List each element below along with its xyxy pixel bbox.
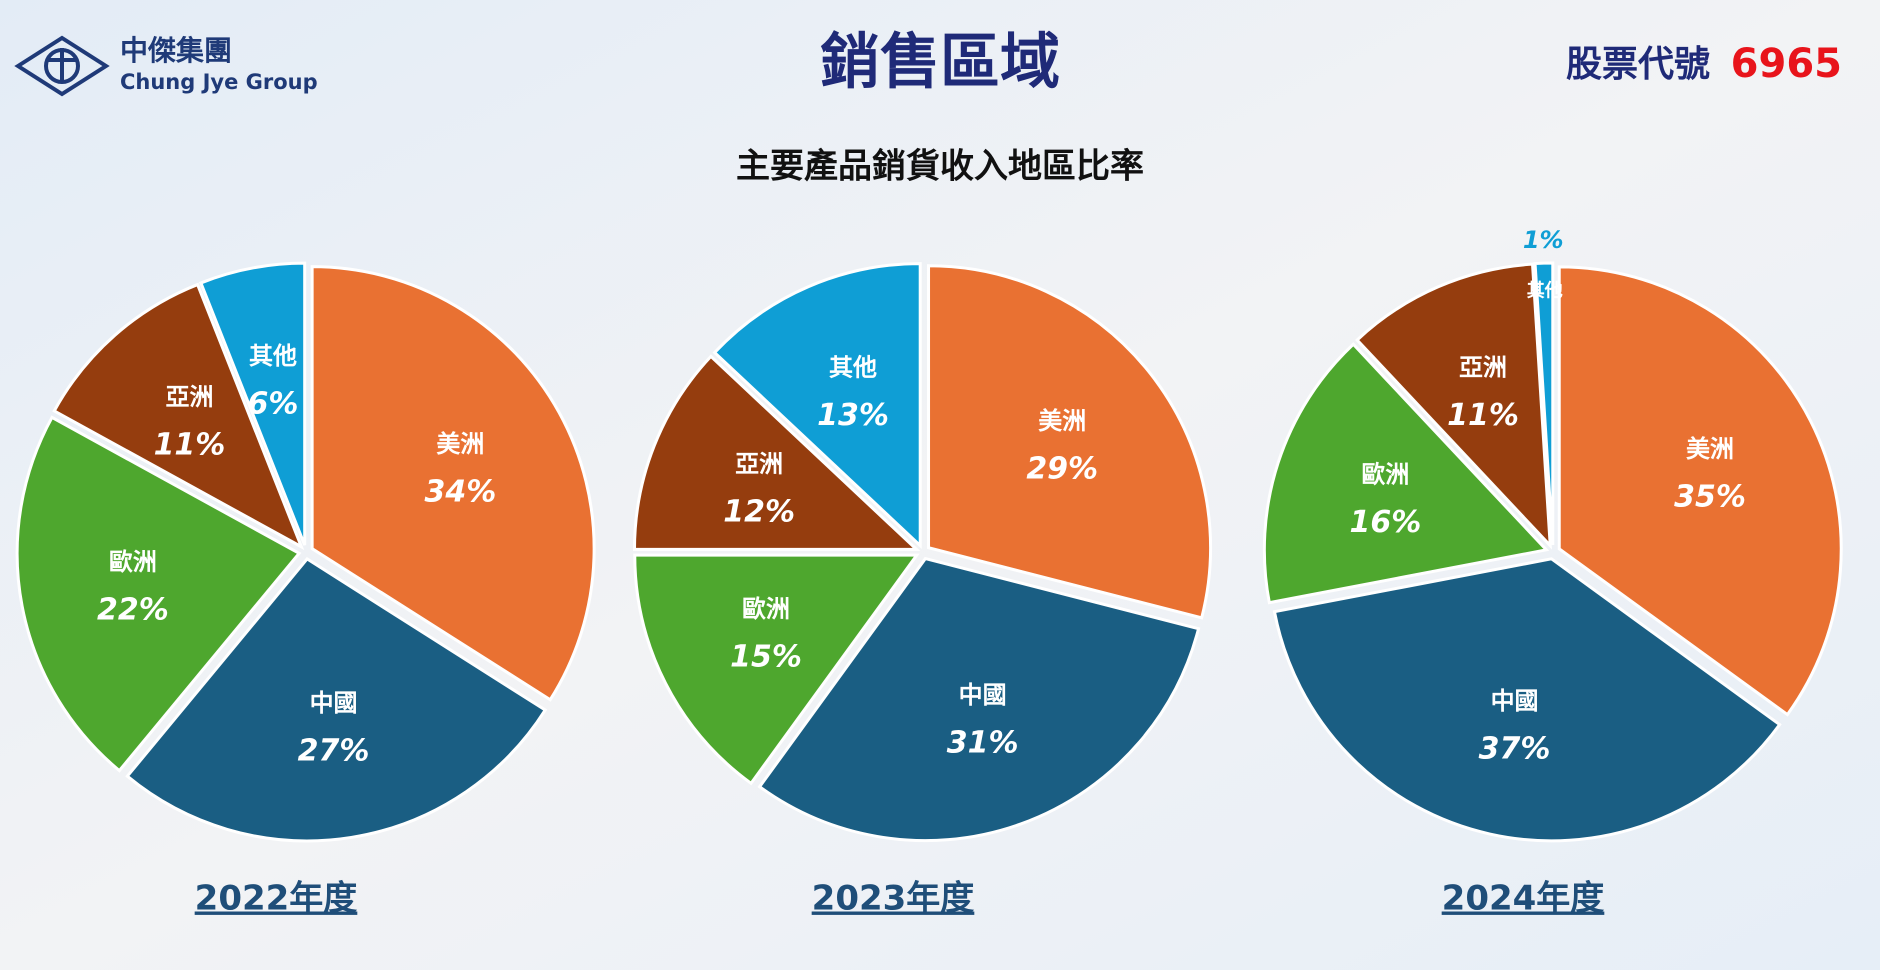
pie-slice (52, 282, 305, 551)
slice-name: 中國 (1491, 687, 1539, 715)
pie-slice (633, 553, 920, 786)
stock-code: 6965 (1731, 41, 1842, 87)
slice-name: 亞洲 (165, 383, 213, 411)
chart-title: 2022年度 (195, 879, 358, 919)
company-en: Chung Jye Group (120, 70, 318, 94)
slice-name: 美洲 (1686, 435, 1734, 463)
slice-value: 13% (817, 398, 889, 433)
pie-slice (1262, 342, 1550, 605)
logo (14, 35, 110, 97)
slice-name: 亞洲 (1459, 353, 1507, 381)
pie-slice (15, 415, 302, 773)
pie-slice (125, 556, 548, 843)
pie-slice (1557, 265, 1843, 717)
pie-slice (198, 261, 307, 546)
slice-value: 29% (1026, 452, 1098, 487)
pie-slice (1272, 557, 1782, 843)
slice-value: 22% (97, 593, 169, 628)
slice-name: 美洲 (1038, 407, 1086, 435)
slice-name: 中國 (310, 689, 358, 717)
pie-slice (757, 556, 1201, 843)
pie-slice (1355, 262, 1552, 550)
pie-slice (310, 265, 596, 702)
slice-value: 31% (947, 725, 1019, 760)
slice-value: 16% (1350, 505, 1422, 540)
slice-value: 11% (1447, 398, 1519, 433)
slice-name: 歐洲 (109, 548, 157, 576)
slice-value: 35% (1674, 480, 1746, 515)
slice-name: 歐洲 (1361, 461, 1409, 489)
slice-name: 亞洲 (735, 450, 783, 478)
slice-name: 其他 (829, 353, 877, 381)
pie-slice (632, 354, 921, 551)
slice-name: 美洲 (436, 430, 484, 458)
slice-value: 27% (298, 734, 370, 769)
slice-name: 其他 (249, 342, 297, 370)
slice-name: 其他 (1527, 279, 1563, 301)
slice-value: 34% (424, 475, 496, 510)
pie-slice (927, 264, 1213, 620)
slice-value: 12% (723, 495, 795, 530)
company-zh: 中傑集團 (120, 34, 232, 67)
chart-title: 2024年度 (1442, 879, 1605, 919)
slice-value: 6% (248, 386, 299, 421)
slice-name: 中國 (959, 681, 1007, 709)
slice-value: 15% (730, 639, 802, 674)
slice-name: 歐洲 (742, 595, 790, 623)
slice-value: 1% (1523, 226, 1564, 254)
stock-label: 股票代號 (1566, 44, 1710, 85)
slice-value: 11% (154, 427, 226, 462)
page-title: 銷售區域 (820, 28, 1060, 98)
slice-value: 37% (1479, 731, 1551, 766)
pie-slice (712, 262, 922, 550)
chart-title: 2023年度 (812, 879, 975, 919)
pie-slice (1533, 261, 1555, 546)
subtitle: 主要產品銷貨收入地區比率 (736, 147, 1144, 187)
